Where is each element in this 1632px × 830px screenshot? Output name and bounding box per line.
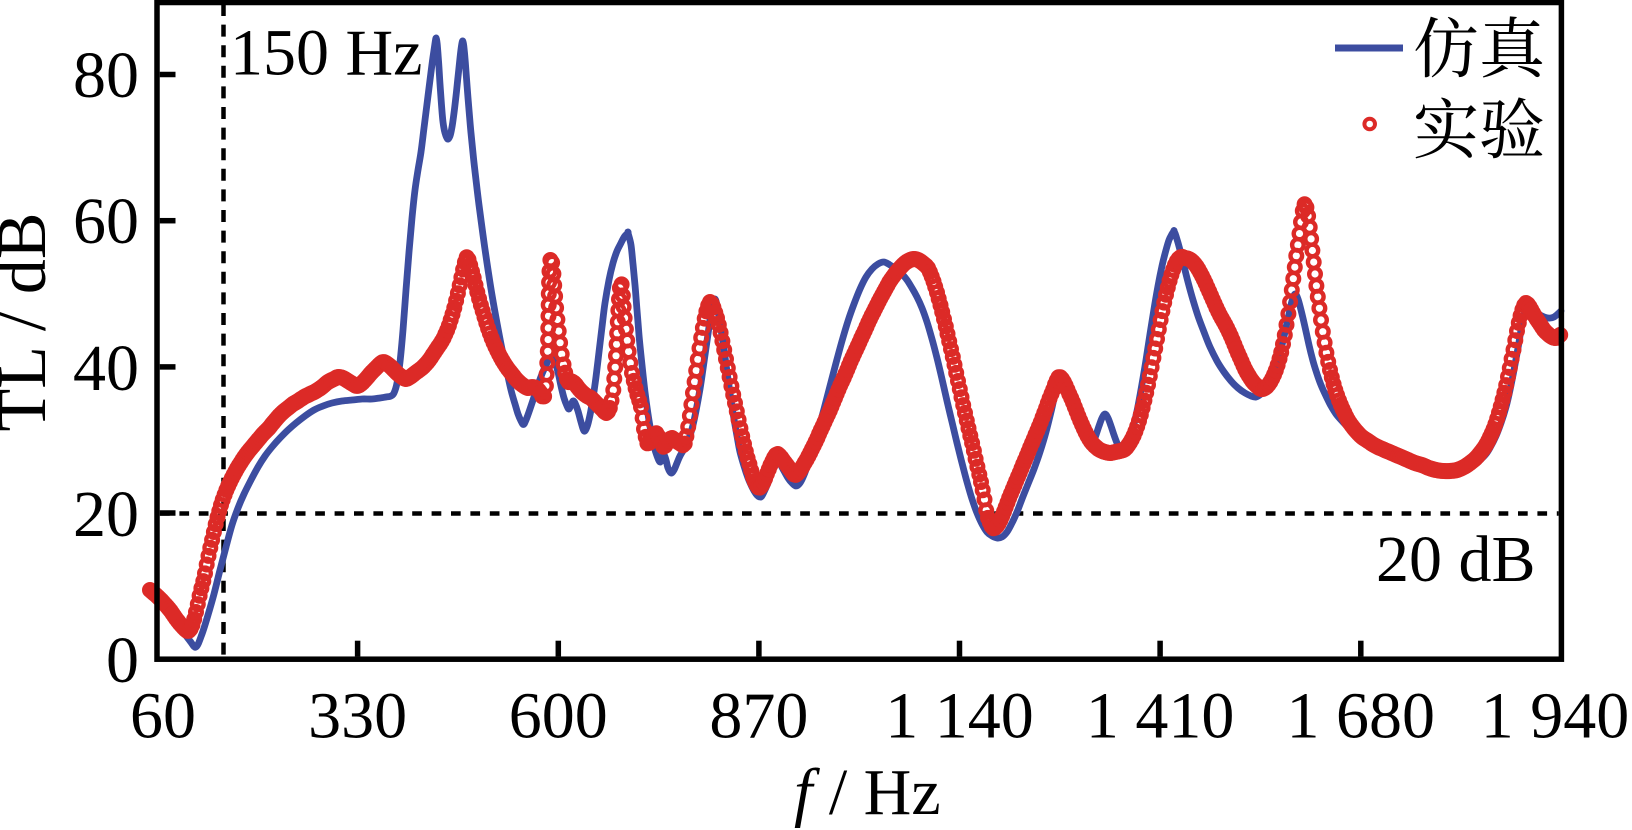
- svg-text:1 410: 1 410: [1086, 680, 1235, 753]
- svg-text:80: 80: [73, 39, 139, 112]
- svg-text:f / Hz: f / Hz: [794, 756, 941, 829]
- svg-text:20 dB: 20 dB: [1376, 523, 1536, 596]
- svg-text:600: 600: [509, 680, 608, 753]
- svg-text:1 680: 1 680: [1287, 680, 1436, 753]
- svg-text:60: 60: [73, 185, 139, 258]
- svg-text:0: 0: [106, 624, 139, 697]
- svg-text:20: 20: [73, 478, 139, 551]
- svg-text:1 940: 1 940: [1481, 680, 1630, 753]
- svg-text:TL / dB: TL / dB: [0, 212, 61, 431]
- svg-text:60: 60: [130, 680, 196, 753]
- svg-text:330: 330: [308, 680, 407, 753]
- svg-text:40: 40: [73, 332, 139, 405]
- svg-text:1 140: 1 140: [885, 680, 1034, 753]
- svg-text:870: 870: [709, 680, 808, 753]
- svg-text:150 Hz: 150 Hz: [230, 17, 422, 90]
